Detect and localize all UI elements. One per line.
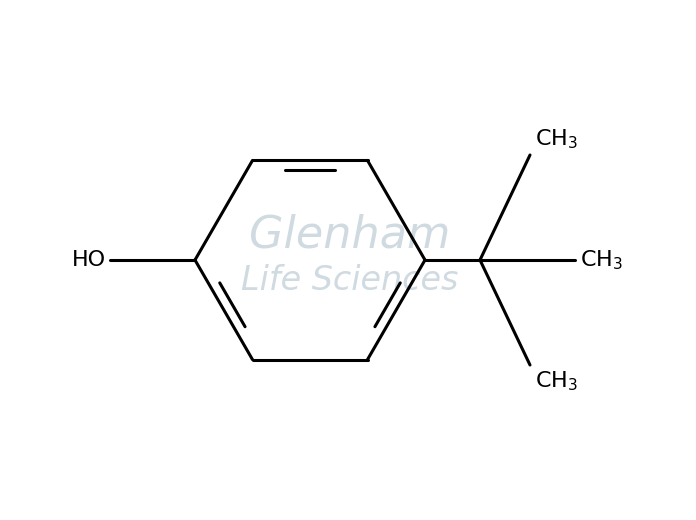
Text: Glenham: Glenham xyxy=(249,214,451,256)
Text: Life Sciences: Life Sciences xyxy=(242,264,459,296)
Text: CH$_3$: CH$_3$ xyxy=(535,369,578,393)
Text: HO: HO xyxy=(72,250,106,270)
Text: CH$_3$: CH$_3$ xyxy=(535,127,578,151)
Text: CH$_3$: CH$_3$ xyxy=(580,248,623,272)
